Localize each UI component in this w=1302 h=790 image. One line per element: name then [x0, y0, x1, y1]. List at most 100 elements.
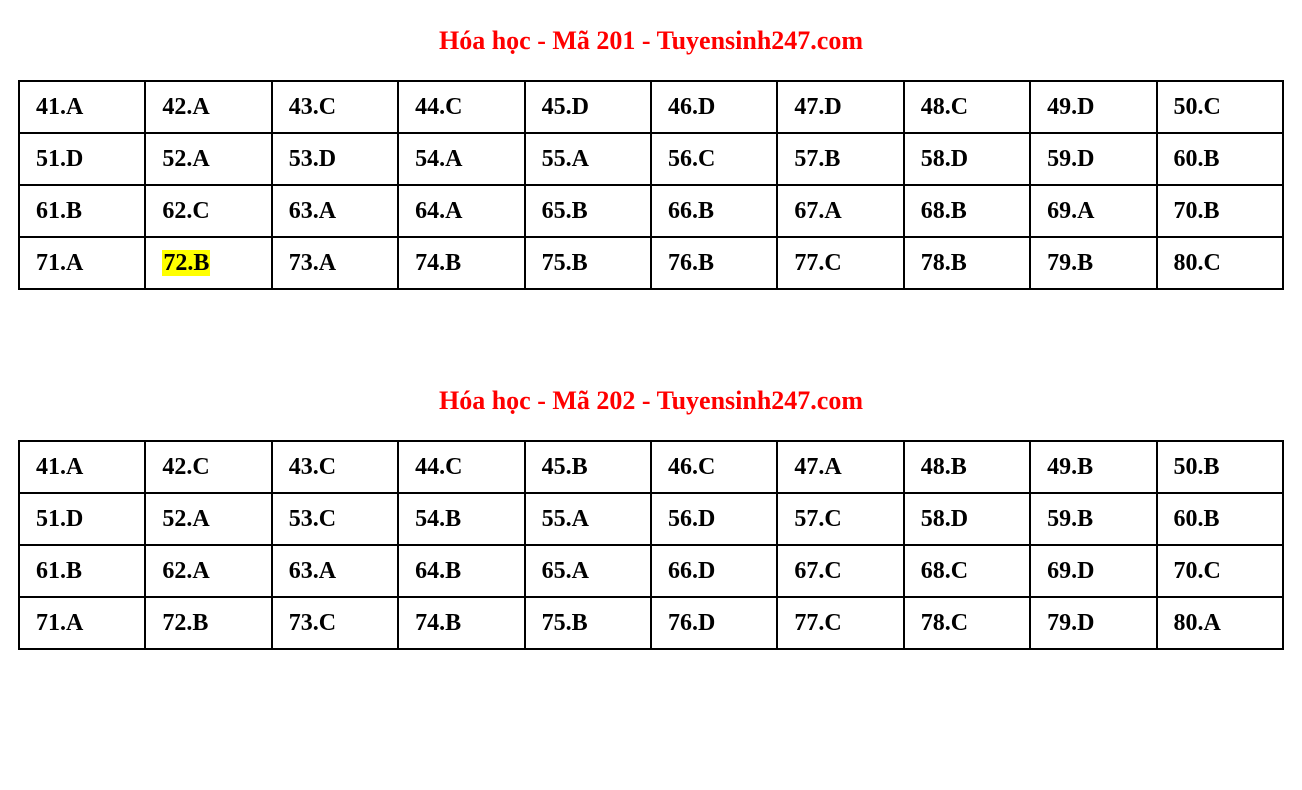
answer-cell: 79.D: [1030, 597, 1156, 649]
answer-cell-text: 47.D: [794, 94, 841, 120]
answer-cell: 64.B: [398, 545, 524, 597]
section-gap: [18, 290, 1284, 380]
answer-cell-text: 78.C: [921, 610, 968, 636]
answer-cell: 49.D: [1030, 81, 1156, 133]
answer-cell-text: 49.D: [1047, 94, 1094, 120]
answer-cell: 54.B: [398, 493, 524, 545]
answer-cell-text: 69.D: [1047, 558, 1094, 584]
answer-cell: 43.C: [272, 81, 398, 133]
answer-cell-text: 46.D: [668, 94, 715, 120]
answer-cell-text: 60.B: [1174, 146, 1220, 172]
answer-cell-text: 67.A: [794, 198, 841, 224]
answer-cell: 61.B: [19, 185, 145, 237]
answer-cell: 41.A: [19, 441, 145, 493]
answer-cell-text: 54.B: [415, 506, 461, 532]
answer-cell: 61.B: [19, 545, 145, 597]
answer-cell-text: 50.C: [1174, 94, 1221, 120]
answer-cell-text: 78.B: [921, 250, 967, 276]
answer-cell: 42.A: [145, 81, 271, 133]
answer-cell: 70.B: [1157, 185, 1283, 237]
table-row: 41.A42.C43.C44.C45.B46.C47.A48.B49.B50.B: [19, 441, 1283, 493]
answer-cell: 49.B: [1030, 441, 1156, 493]
answer-cell-text: 55.A: [542, 146, 589, 172]
answer-cell: 58.D: [904, 133, 1030, 185]
answer-cell: 76.B: [651, 237, 777, 289]
answer-cell-text: 69.A: [1047, 198, 1094, 224]
answer-cell-text: 55.A: [542, 506, 589, 532]
answer-cell-text: 43.C: [289, 454, 336, 480]
answer-cell-text: 45.B: [542, 454, 588, 480]
answer-cell: 47.D: [777, 81, 903, 133]
answer-cell: 56.C: [651, 133, 777, 185]
answer-cell: 66.D: [651, 545, 777, 597]
answer-cell-text: 56.C: [668, 146, 715, 172]
answer-cell: 78.C: [904, 597, 1030, 649]
answer-cell: 51.D: [19, 133, 145, 185]
answer-table-201: 41.A42.A43.C44.C45.D46.D47.D48.C49.D50.C…: [18, 80, 1284, 290]
answer-cell-text: 80.C: [1174, 250, 1221, 276]
answer-cell-text: 52.A: [162, 506, 209, 532]
answer-cell-text: 64.B: [415, 558, 461, 584]
answer-cell-text: 42.C: [162, 454, 209, 480]
answer-cell: 63.A: [272, 185, 398, 237]
answer-cell-text: 61.B: [36, 198, 82, 224]
answer-cell-text: 79.B: [1047, 250, 1093, 276]
answer-cell-text: 59.D: [1047, 146, 1094, 172]
answer-cell: 65.B: [525, 185, 651, 237]
answer-cell-text: 75.B: [542, 250, 588, 276]
answer-cell-text: 52.A: [162, 146, 209, 172]
answer-cell: 54.A: [398, 133, 524, 185]
answer-cell: 50.B: [1157, 441, 1283, 493]
answer-cell: 76.D: [651, 597, 777, 649]
answer-cell: 59.D: [1030, 133, 1156, 185]
answer-cell-text: 59.B: [1047, 506, 1093, 532]
answer-cell-text: 64.A: [415, 198, 462, 224]
answer-cell-text: 60.B: [1174, 506, 1220, 532]
answer-cell: 69.D: [1030, 545, 1156, 597]
answer-cell: 77.C: [777, 237, 903, 289]
answer-cell-text: 58.D: [921, 146, 968, 172]
answer-cell-text: 70.C: [1174, 558, 1221, 584]
answer-cell-text: 41.A: [36, 454, 83, 480]
answer-cell: 72.B: [145, 237, 271, 289]
answer-cell: 48.C: [904, 81, 1030, 133]
answer-cell: 53.C: [272, 493, 398, 545]
answer-cell: 42.C: [145, 441, 271, 493]
answer-table-202: 41.A42.C43.C44.C45.B46.C47.A48.B49.B50.B…: [18, 440, 1284, 650]
answer-cell-text: 80.A: [1174, 610, 1221, 636]
answer-cell: 74.B: [398, 597, 524, 649]
answer-cell-text: 72.B: [162, 250, 210, 276]
answer-cell: 66.B: [651, 185, 777, 237]
answer-cell: 67.A: [777, 185, 903, 237]
answer-cell: 52.A: [145, 133, 271, 185]
answer-cell: 55.A: [525, 493, 651, 545]
answer-cell-text: 65.A: [542, 558, 589, 584]
answer-cell-text: 57.B: [794, 146, 840, 172]
answer-cell: 50.C: [1157, 81, 1283, 133]
answer-cell-text: 68.B: [921, 198, 967, 224]
answer-cell: 71.A: [19, 237, 145, 289]
answer-cell: 45.B: [525, 441, 651, 493]
answer-cell: 67.C: [777, 545, 903, 597]
answer-cell-text: 50.B: [1174, 454, 1220, 480]
answer-cell: 41.A: [19, 81, 145, 133]
answer-cell-text: 77.C: [794, 610, 841, 636]
answer-cell: 75.B: [525, 597, 651, 649]
answer-cell: 68.C: [904, 545, 1030, 597]
answer-cell-text: 62.A: [162, 558, 209, 584]
answer-key-page: Hóa học - Mã 201 - Tuyensinh247.com 41.A…: [0, 0, 1302, 680]
answer-cell-text: 74.B: [415, 610, 461, 636]
table-row: 61.B 62.C 63.A 64.A 65.B66.B 67.A 68.B 69.A 70.B: [19, 185, 1283, 237]
answer-cell: 79.B: [1030, 237, 1156, 289]
answer-cell-text: 54.A: [415, 146, 462, 172]
answer-cell: 44.C: [398, 441, 524, 493]
answer-cell-text: 44.C: [415, 454, 462, 480]
answer-cell: 73.C: [272, 597, 398, 649]
answer-cell: 44.C: [398, 81, 524, 133]
answer-cell: 57.C: [777, 493, 903, 545]
answer-cell-text: 62.C: [162, 198, 209, 224]
answer-cell: 52.A: [145, 493, 271, 545]
answer-cell: 51.D: [19, 493, 145, 545]
answer-cell-text: 67.C: [794, 558, 841, 584]
answer-cell-text: 44.C: [415, 94, 462, 120]
